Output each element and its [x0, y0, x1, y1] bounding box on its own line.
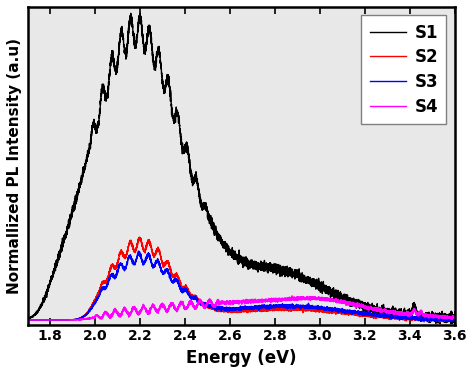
S1: [190, 175, 196, 180]
Legend: S1, S2, S3, S4: S1, S2, S3, S4: [361, 15, 447, 124]
S2: [129, 241, 135, 245]
X-axis label: Energy (eV): Energy (eV): [186, 349, 296, 367]
Line: S2: S2: [27, 237, 466, 322]
S2: [460, 320, 465, 325]
S4: [131, 305, 137, 310]
S1: [460, 314, 465, 319]
S2: [127, 242, 132, 246]
S2: [190, 295, 196, 300]
S4: [40, 318, 46, 322]
S3: [456, 320, 461, 325]
S2: [131, 249, 137, 254]
S4: [129, 308, 135, 313]
Y-axis label: Normallized PL Intensity (a.u): Normallized PL Intensity (a.u): [7, 38, 22, 294]
S1: [127, 22, 132, 27]
S4: [460, 318, 465, 322]
S3: [463, 317, 469, 321]
S1: [25, 316, 30, 321]
S3: [136, 249, 141, 253]
S3: [127, 255, 132, 260]
S4: [190, 302, 196, 306]
S3: [25, 318, 30, 322]
S1: [221, 241, 227, 246]
S2: [25, 318, 30, 322]
S2: [460, 318, 465, 322]
S2: [137, 235, 142, 239]
S1: [463, 319, 469, 324]
S4: [463, 315, 469, 320]
S3: [460, 317, 465, 322]
S4: [127, 313, 132, 318]
S4: [289, 294, 295, 298]
Line: S4: S4: [27, 296, 466, 320]
S3: [129, 256, 135, 261]
S1: [456, 322, 462, 327]
S1: [137, 11, 143, 15]
S3: [221, 307, 227, 312]
S2: [221, 308, 227, 313]
S3: [190, 295, 196, 300]
Line: S3: S3: [27, 251, 466, 322]
S4: [25, 318, 30, 322]
S1: [129, 23, 135, 28]
S1: [131, 37, 137, 41]
S2: [463, 318, 469, 323]
Line: S1: S1: [27, 13, 466, 325]
S3: [131, 262, 137, 267]
S4: [221, 300, 227, 304]
